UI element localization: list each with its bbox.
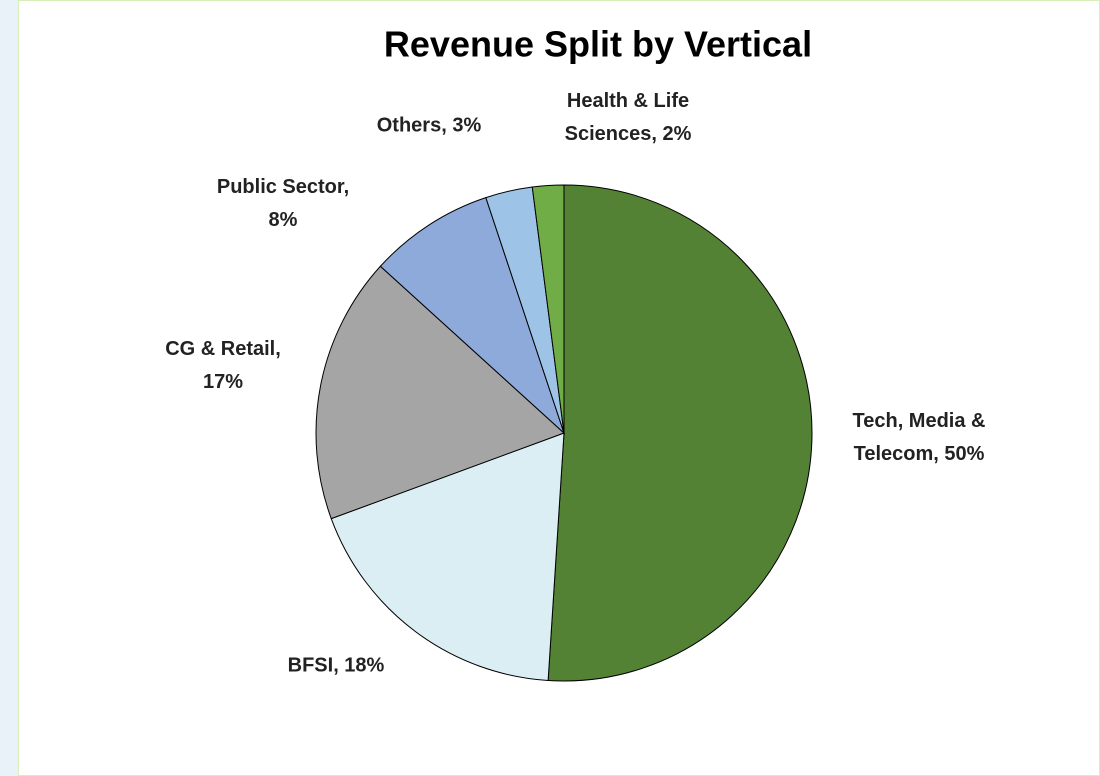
data-label: Tech, Media & Telecom, 50% [852, 410, 986, 465]
data-label: CG & Retail, 17% [165, 338, 281, 393]
pie-slice [330, 432, 565, 682]
pie-slice [379, 197, 566, 435]
pie-slice [315, 265, 565, 520]
chart-area: Revenue Split by Vertical Tech, Media & … [18, 0, 1100, 776]
data-label: Public Sector, 8% [216, 176, 350, 231]
data-label: BFSI, 18% [287, 654, 385, 677]
pie-slice [547, 184, 813, 682]
chart: Revenue Split by Vertical [315, 24, 813, 682]
chart-title: Revenue Split by Vertical [384, 24, 812, 65]
data-label: Others, 3% [376, 114, 482, 137]
data-label: Health & Life Sciences, 2% [564, 90, 692, 145]
pie-slice [531, 184, 565, 434]
